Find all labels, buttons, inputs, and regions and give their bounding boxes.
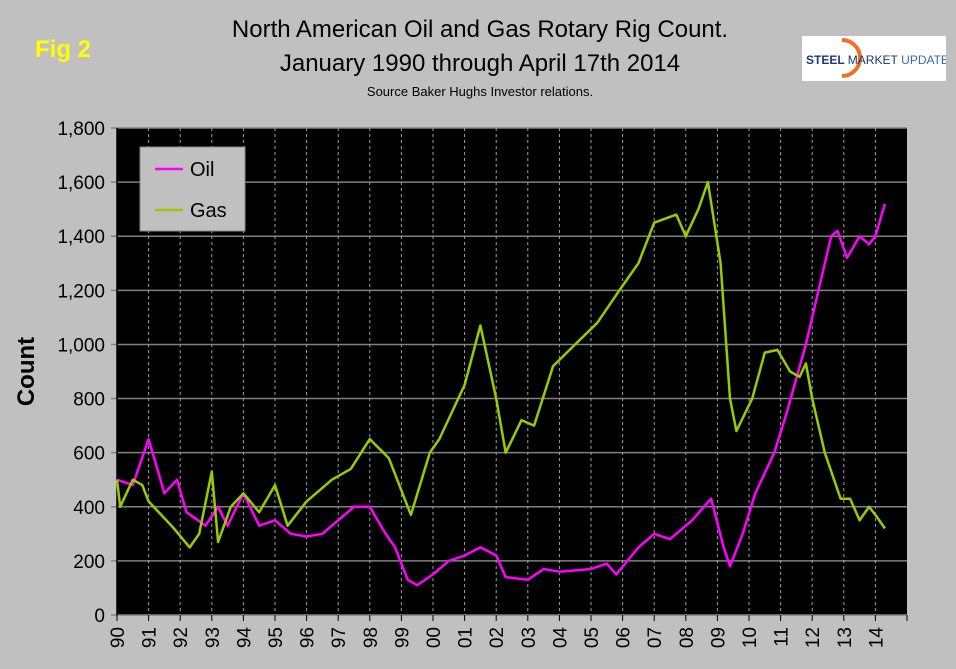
legend [139, 146, 246, 232]
y-tick-label: 1,000 [57, 335, 105, 356]
x-tick-label: 90 [108, 627, 129, 648]
x-tick-label: 13 [835, 627, 856, 648]
x-tick-label: 02 [487, 627, 508, 648]
y-tick-label: 400 [73, 498, 105, 519]
y-tick-label: 800 [73, 390, 105, 411]
x-tick-label: 08 [677, 627, 698, 648]
y-tick-label: 1,400 [57, 227, 105, 248]
x-tick-label: 12 [803, 627, 824, 648]
x-tick-label: 06 [614, 627, 635, 648]
series-line-gas [115, 180, 886, 549]
x-tick-label: 11 [772, 627, 793, 647]
x-tick-label: 03 [519, 627, 540, 648]
chart-source: Source Baker Hughs Investor relations. [366, 84, 594, 99]
x-tick-label: 00 [424, 627, 445, 648]
x-tick-label: 10 [740, 627, 761, 648]
legend-label-oil: Oil [190, 159, 214, 181]
chart-title-line2: January 1990 through April 17th 2014 [279, 50, 681, 77]
x-tick-label: 98 [361, 627, 382, 648]
x-tick-label: 01 [456, 627, 477, 648]
y-tick-label: 200 [73, 552, 105, 573]
x-tick-label: 95 [266, 627, 287, 648]
legend-label-gas: Gas [190, 200, 227, 222]
x-tick-label: 91 [140, 627, 161, 648]
x-tick-label: 07 [645, 627, 666, 648]
y-tick-label: 1,800 [57, 119, 105, 140]
x-tick-label: 97 [329, 627, 350, 648]
x-tick-label: 99 [392, 627, 413, 648]
x-tick-label: 96 [298, 627, 319, 648]
steel-market-update-logo: STEEL MARKET UPDATE [802, 36, 946, 81]
x-tick-label: 92 [171, 627, 192, 648]
y-tick-label: 600 [73, 444, 105, 465]
plot-area [117, 128, 907, 615]
chart-title-line1: North American Oil and Gas Rotary Rig Co… [231, 16, 729, 43]
series-line-oil [116, 203, 887, 587]
x-tick-label: 05 [582, 627, 603, 648]
x-tick-label: 94 [234, 627, 255, 649]
y-axis-label: Count [13, 337, 40, 406]
x-tick-label: 14 [866, 627, 887, 649]
x-tick-label: 04 [550, 627, 571, 649]
y-tick-label: 0 [94, 606, 105, 627]
svg-text:STEEL MARKET UPDATE: STEEL MARKET UPDATE [806, 53, 946, 67]
figure-label: Fig 2 [35, 36, 92, 63]
y-tick-label: 1,600 [57, 173, 105, 194]
y-tick-label: 1,200 [57, 281, 105, 302]
x-tick-label: 09 [708, 627, 729, 648]
x-tick-label: 93 [203, 627, 224, 648]
